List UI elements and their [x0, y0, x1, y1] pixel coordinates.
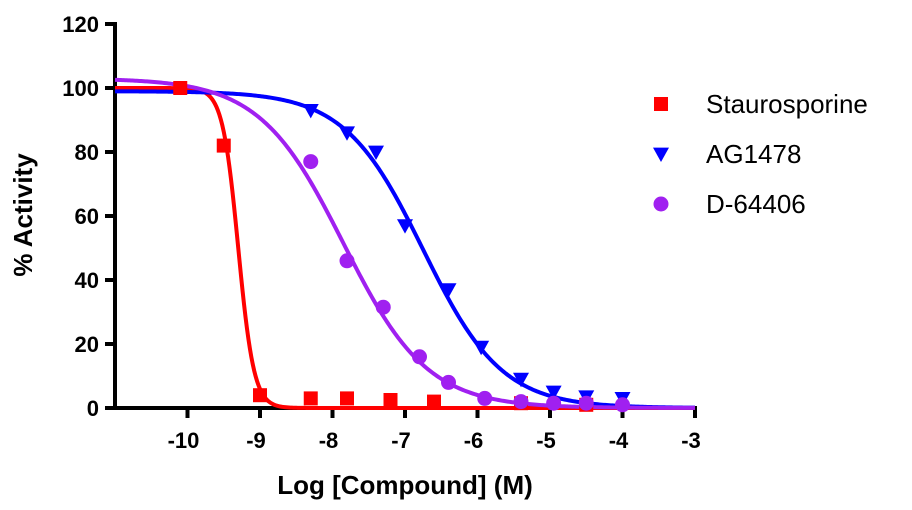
data-point-staurosporine [253, 388, 267, 403]
x-tick-label: -7 [391, 428, 411, 453]
fit-curves [114, 77, 696, 410]
data-point-ag1478 [339, 126, 355, 141]
axes: 0 20 40 60 80 100 120 -10 -9 -8 -7 -6 -5 -4 -3 [62, 12, 701, 453]
y-tick-label: 80 [75, 140, 99, 165]
data-point-d-64406 [615, 397, 630, 413]
data-point-staurosporine [216, 138, 231, 153]
y-tick-label: 60 [75, 204, 99, 229]
data-point-staurosporine [383, 393, 398, 407]
legend-marker-staurosporine [654, 97, 668, 111]
data-point-ag1478 [368, 145, 384, 160]
x-tick-label: -6 [464, 428, 484, 453]
y-tick-label: 100 [62, 76, 99, 101]
x-tick-label: -9 [246, 428, 266, 453]
data-point-d-64406 [412, 349, 427, 365]
x-tick-label: -4 [609, 428, 629, 453]
data-point-ag1478 [440, 283, 457, 298]
x-axis-title: Log [Compound] (M) [277, 470, 533, 500]
data-point-ag1478 [473, 340, 490, 356]
data-points [173, 81, 631, 413]
legend-marker-d-64406 [653, 196, 669, 212]
fit-curve-d-64406 [114, 77, 695, 410]
legend-label: Staurosporine [706, 89, 868, 119]
legend-label: AG1478 [706, 139, 801, 169]
x-tick-label: -10 [168, 428, 200, 453]
legend-label: D-64406 [706, 189, 806, 219]
data-point-ag1478 [513, 372, 529, 388]
y-tick-label: 120 [62, 12, 99, 37]
y-tick-label: 40 [75, 268, 99, 293]
data-point-d-64406 [375, 299, 391, 315]
data-point-ag1478 [302, 104, 319, 119]
data-point-d-64406 [513, 394, 529, 410]
x-tick-label: -8 [319, 428, 339, 453]
data-point-d-64406 [477, 390, 493, 406]
data-point-staurosporine [303, 391, 318, 406]
x-tick-label: -3 [681, 428, 701, 453]
data-point-d-64406 [578, 395, 594, 411]
data-point-staurosporine [340, 391, 354, 406]
data-point-ag1478 [545, 385, 562, 400]
data-point-d-64406 [441, 374, 456, 390]
x-tick-label: -5 [536, 428, 556, 453]
legend: Staurosporine AG1478 D-64406 [653, 89, 868, 219]
y-axis-title: % Activity [8, 153, 38, 277]
data-point-staurosporine [427, 394, 441, 409]
fit-curve-ag1478 [115, 89, 696, 410]
legend-marker-ag1478 [653, 147, 669, 162]
fit-curve-staurosporine [115, 86, 695, 410]
y-tick-label: 20 [75, 332, 99, 357]
data-point-d-64406 [339, 253, 355, 269]
data-point-staurosporine [173, 81, 188, 95]
y-tick-label: 0 [87, 396, 99, 421]
data-point-ag1478 [397, 219, 413, 234]
data-point-d-64406 [546, 395, 562, 411]
data-point-d-64406 [303, 154, 319, 170]
